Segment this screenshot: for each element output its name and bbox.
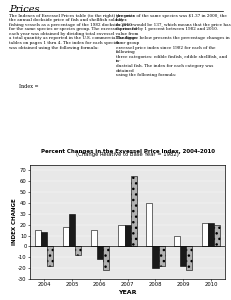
Bar <box>146 203 152 246</box>
Y-axis label: INDEX CHANGE: INDEX CHANGE <box>12 199 17 245</box>
Bar <box>201 223 207 246</box>
Text: Prices: Prices <box>9 4 40 14</box>
Bar <box>158 246 164 266</box>
Text: the price of the same species was $1.37 in 2000, the index
in 2010 would be 137,: the price of the same species was $1.37 … <box>116 14 230 77</box>
Bar <box>173 236 179 246</box>
Bar <box>96 246 102 260</box>
Bar <box>185 246 192 270</box>
Bar <box>47 246 53 266</box>
Bar <box>102 246 109 270</box>
Text: Percent Changes in the Exvessel Price Index, 2004-2010: Percent Changes in the Exvessel Price In… <box>40 148 214 154</box>
Bar <box>75 246 81 255</box>
Bar <box>207 223 213 246</box>
Bar <box>62 227 69 246</box>
Text: (Change Relative to Base Year = 1982): (Change Relative to Base Year = 1982) <box>76 152 178 157</box>
Bar <box>213 225 219 246</box>
X-axis label: YEAR: YEAR <box>118 290 136 295</box>
Bar <box>179 246 185 266</box>
Text: The Indexes of Exvessel Prices table (to the right) presents
the annual dockside: The Indexes of Exvessel Prices table (to… <box>9 14 139 50</box>
Bar <box>41 232 47 246</box>
Bar <box>90 230 96 246</box>
Text: Index =: Index = <box>18 84 38 89</box>
Bar <box>124 225 130 246</box>
Bar <box>118 225 124 246</box>
Bar <box>69 214 75 246</box>
Bar <box>152 246 158 268</box>
Bar <box>35 230 41 246</box>
Bar <box>130 176 136 246</box>
